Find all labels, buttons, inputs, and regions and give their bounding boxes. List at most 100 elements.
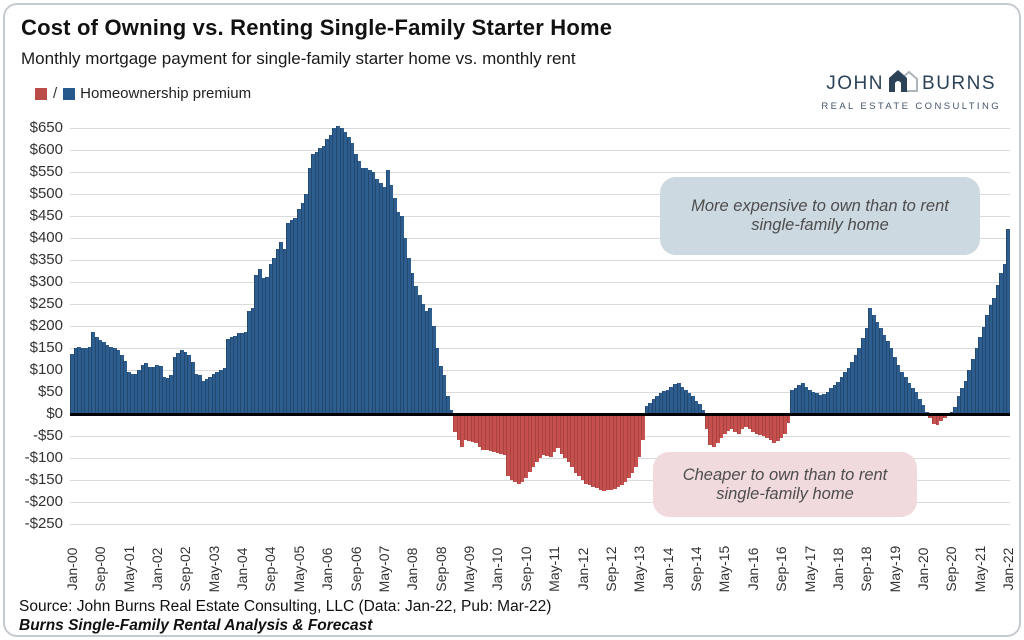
bar — [708, 414, 713, 445]
y-axis-label: -$250 — [24, 515, 63, 532]
x-axis-label: Jan-08 — [404, 547, 421, 591]
bar — [385, 169, 390, 414]
x-axis-label: Sep-16 — [773, 546, 790, 592]
y-axis-label: $600 — [29, 141, 63, 158]
bar — [261, 278, 266, 414]
bar — [758, 414, 763, 436]
x-axis-label: Sep-18 — [858, 546, 875, 592]
annotation-more-expensive: More expensive to own than to rent singl… — [660, 177, 980, 255]
bar — [73, 348, 78, 414]
source-line: Source: John Burns Real Estate Consultin… — [19, 598, 552, 615]
bar — [148, 366, 152, 414]
y-axis-label: $250 — [29, 295, 63, 312]
x-axis-label: Jan-04 — [234, 547, 251, 591]
bar — [116, 350, 121, 414]
bar — [169, 375, 174, 414]
y-axis-label: $450 — [29, 207, 63, 224]
bar — [218, 370, 223, 414]
bar — [921, 405, 926, 414]
bar — [268, 264, 273, 414]
logo-text-john: JOHN — [826, 73, 885, 94]
bar — [782, 414, 787, 434]
bar — [162, 376, 167, 414]
bar — [250, 308, 255, 414]
bar — [414, 286, 418, 414]
bar — [506, 414, 511, 477]
bar — [187, 355, 191, 414]
bar — [736, 414, 741, 434]
bar — [165, 378, 170, 414]
bar — [942, 414, 947, 418]
y-axis-label: $200 — [29, 317, 63, 334]
bar — [176, 353, 181, 414]
x-axis-label: Jan-14 — [659, 547, 676, 591]
y-axis-label: -$150 — [24, 471, 63, 488]
bar — [541, 414, 546, 455]
bar — [587, 414, 592, 485]
bar — [325, 139, 330, 414]
bar — [155, 365, 160, 414]
bar — [704, 414, 709, 430]
bar — [378, 183, 383, 414]
bar — [882, 334, 887, 414]
y-axis-label: $300 — [29, 273, 63, 290]
bar — [850, 361, 855, 414]
x-axis-label: May-07 — [375, 545, 392, 593]
bar — [871, 315, 876, 414]
bar — [832, 384, 837, 414]
bar — [981, 326, 986, 414]
gridline — [70, 501, 1010, 503]
gridline — [70, 523, 1010, 525]
bar — [215, 372, 220, 414]
bar — [442, 375, 447, 414]
bar — [651, 398, 656, 414]
bar — [428, 308, 433, 414]
report-name: Burns Single-Family Rental Analysis & Fo… — [19, 617, 373, 634]
bar — [701, 409, 706, 414]
bar — [197, 375, 202, 414]
bar — [775, 414, 780, 442]
bar — [985, 315, 990, 414]
gridline — [70, 171, 1010, 173]
gridline — [70, 237, 1010, 239]
y-axis-label: $650 — [29, 119, 63, 136]
bar — [580, 414, 585, 480]
bar — [183, 351, 188, 414]
bar — [396, 211, 401, 414]
bar — [761, 414, 766, 436]
bar — [527, 414, 532, 472]
bar — [328, 134, 333, 414]
bar — [779, 414, 784, 439]
bar — [431, 326, 436, 414]
bar — [449, 409, 454, 414]
x-axis-label: May-03 — [205, 545, 222, 593]
x-axis-label: Jan-10 — [489, 547, 506, 591]
bar — [836, 381, 841, 414]
bar — [229, 337, 234, 414]
bar — [236, 333, 241, 414]
bar — [722, 414, 727, 434]
bar — [1006, 229, 1011, 414]
x-axis-label: Jan-02 — [148, 547, 165, 591]
bar — [694, 400, 699, 414]
bar — [690, 396, 695, 414]
bar — [630, 414, 635, 474]
bar — [179, 350, 184, 414]
bar — [1002, 263, 1007, 414]
bar — [875, 321, 880, 414]
bar — [208, 376, 213, 414]
bar — [598, 414, 603, 490]
bar — [609, 414, 614, 490]
bar — [94, 336, 99, 414]
bar — [243, 331, 248, 414]
bar — [892, 356, 897, 414]
bar — [591, 414, 596, 487]
bar — [917, 398, 922, 414]
bar — [793, 387, 798, 414]
bar — [297, 209, 301, 414]
y-axis-label: $150 — [29, 339, 63, 356]
bar — [846, 368, 851, 414]
bar — [570, 414, 575, 467]
bar — [822, 394, 826, 414]
bar — [470, 414, 475, 442]
